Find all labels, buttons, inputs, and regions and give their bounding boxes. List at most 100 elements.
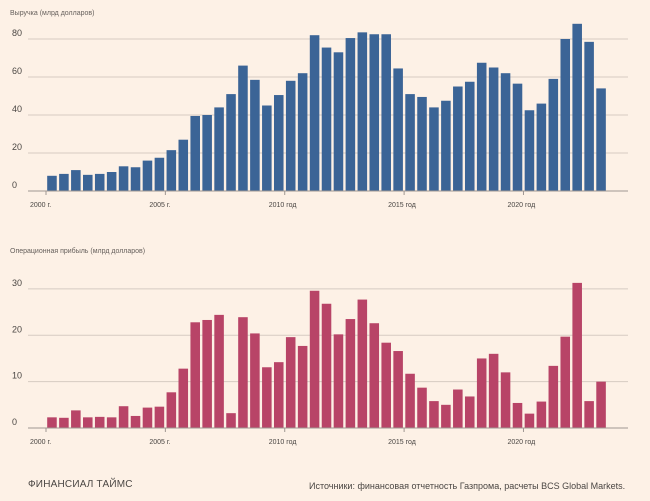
profit-bar <box>154 406 165 428</box>
revenue-bar <box>94 173 105 191</box>
profit-x-tick-label: 2015 год <box>388 439 416 446</box>
revenue-bar <box>142 160 153 191</box>
revenue-x-ticks: 2000 г. 2005 г. 2010 год 2015 год 2020 год <box>30 191 535 209</box>
revenue-chart-title: Выручка (млрд долларов) <box>10 10 94 17</box>
revenue-bar <box>238 65 248 191</box>
profit-bar <box>59 417 69 428</box>
profit-bar <box>345 319 356 428</box>
revenue-chart: Выручка (млрд долларов) 0 20 40 60 80 2000 г… <box>10 10 628 209</box>
revenue-bar <box>524 110 535 191</box>
revenue-y-tick-label: 20 <box>12 142 22 152</box>
revenue-bar <box>381 34 391 191</box>
revenue-x-tick-label: 2010 год <box>269 202 297 209</box>
profit-x-ticks: 2000 г. 2005 г. 2010 год 2015 год 2020 год <box>30 428 535 446</box>
revenue-bar <box>488 67 499 191</box>
profit-y-tick-label: 10 <box>12 371 22 381</box>
revenue-x-tick-label: 2015 год <box>388 202 416 209</box>
profit-y-tick-label: 30 <box>12 278 22 288</box>
revenue-x-tick-label: 2000 г. <box>30 202 51 209</box>
revenue-y-tick-label: 60 <box>12 66 22 76</box>
profit-bar <box>47 417 57 428</box>
profit-bar <box>178 368 189 428</box>
profit-bar <box>309 290 320 428</box>
profit-bar <box>202 319 212 428</box>
revenue-bar <box>71 170 81 191</box>
profit-x-tick-label: 2020 год <box>507 439 535 446</box>
profit-bar <box>333 334 344 428</box>
profit-bar <box>536 401 547 428</box>
revenue-bar <box>596 88 606 191</box>
revenue-bar <box>250 79 260 191</box>
profit-bar <box>321 303 332 428</box>
revenue-y-tick-label: 40 <box>12 104 22 114</box>
profit-bar <box>405 373 415 428</box>
profit-bar <box>393 351 403 428</box>
revenue-bar <box>429 107 439 191</box>
profit-bar <box>381 342 391 428</box>
profit-x-tick-label: 2005 г. <box>149 439 170 446</box>
revenue-bar <box>309 35 320 192</box>
revenue-bar <box>226 94 236 191</box>
revenue-y-tick-label: 0 <box>12 180 17 190</box>
profit-bar <box>453 389 463 428</box>
revenue-bar <box>285 80 296 191</box>
profit-bar <box>166 392 177 428</box>
profit-bar <box>285 337 296 428</box>
profit-bar <box>596 381 606 428</box>
revenue-bar <box>536 103 547 191</box>
revenue-bar <box>130 167 141 191</box>
profit-bar <box>572 282 582 428</box>
revenue-bar <box>154 157 165 191</box>
profit-bar <box>369 323 380 428</box>
profit-y-tick-label: 20 <box>12 324 22 334</box>
profit-bar <box>262 367 272 428</box>
revenue-bar <box>333 52 344 191</box>
profit-y-ticks: 0 10 20 30 <box>12 278 22 427</box>
revenue-bar <box>106 172 117 191</box>
revenue-bar <box>273 95 284 191</box>
profit-x-tick-label: 2000 г. <box>30 439 51 446</box>
revenue-bar <box>548 78 559 191</box>
revenue-bar <box>321 47 332 191</box>
revenue-bar <box>357 32 368 191</box>
profit-bar <box>273 362 284 428</box>
profit-bar <box>118 406 129 428</box>
profit-bar <box>94 416 105 428</box>
profit-bar <box>142 407 153 428</box>
revenue-bar <box>262 105 272 191</box>
profit-bar <box>226 413 236 428</box>
revenue-bar <box>47 175 57 191</box>
revenue-bar <box>584 41 594 191</box>
profit-bar <box>297 345 308 428</box>
profit-bar <box>250 333 260 428</box>
profit-bar <box>238 317 248 428</box>
revenue-bars <box>47 23 606 192</box>
revenue-bar <box>202 115 212 191</box>
profit-bar <box>429 401 439 428</box>
profit-bar <box>417 387 427 428</box>
revenue-bar <box>560 39 571 191</box>
profit-bar <box>584 401 594 428</box>
profit-bar <box>214 314 224 428</box>
revenue-bar <box>83 174 93 191</box>
revenue-bar <box>476 62 487 191</box>
revenue-y-tick-label: 80 <box>12 28 22 38</box>
profit-bar <box>560 336 571 428</box>
profit-bars <box>47 282 606 428</box>
profit-chart: Операционная прибыль (млрд долларов) 0 10… <box>10 247 628 446</box>
profit-bar <box>524 413 535 428</box>
profit-bar <box>190 322 200 428</box>
revenue-bar <box>500 73 511 191</box>
profit-bar <box>71 410 81 428</box>
profit-x-tick-label: 2010 год <box>269 439 297 446</box>
profit-bar <box>464 396 475 428</box>
revenue-x-tick-label: 2020 год <box>507 202 535 209</box>
revenue-bar <box>297 73 308 191</box>
profit-bar <box>106 417 117 428</box>
revenue-bar <box>405 94 415 191</box>
profit-bar <box>441 404 451 428</box>
profit-bar <box>83 417 93 428</box>
revenue-bar <box>417 96 427 191</box>
revenue-bar <box>118 166 129 191</box>
